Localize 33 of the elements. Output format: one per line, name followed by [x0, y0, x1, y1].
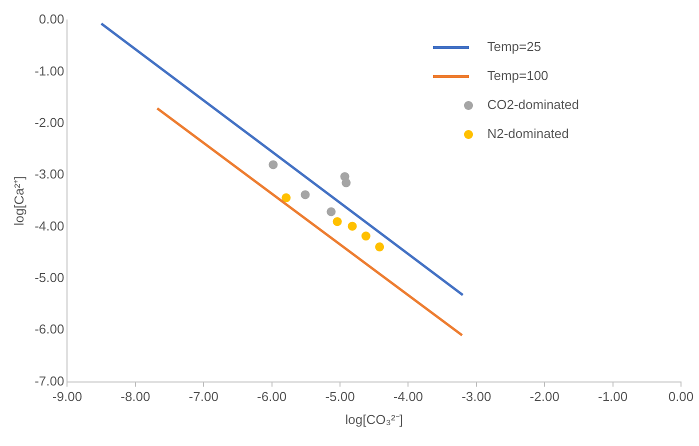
- point: [342, 178, 351, 188]
- legend-label: CO2-dominated: [487, 97, 579, 112]
- y-axis-title: log[Ca²⁺]: [11, 176, 26, 226]
- point: [348, 222, 357, 231]
- x-tick-label: 0.00: [668, 389, 694, 404]
- x-tick-label: -3.00: [462, 389, 492, 404]
- point: [326, 207, 336, 216]
- legend-label: Temp=100: [487, 68, 548, 83]
- point: [332, 217, 342, 226]
- point: [268, 160, 278, 170]
- point: [300, 190, 310, 200]
- legend-label: N2-dominated: [487, 126, 569, 141]
- x-tick-label: -9.00: [52, 389, 82, 404]
- x-tick-label: -8.00: [120, 389, 150, 404]
- y-tick-label: 0.00: [38, 12, 64, 27]
- point: [282, 193, 291, 202]
- point: [375, 242, 384, 252]
- y-tick-label: -6.00: [34, 322, 64, 337]
- y-tick-label: -2.00: [34, 114, 64, 130]
- y-tick-label: -5.00: [34, 270, 64, 286]
- x-tick-label: -6.00: [257, 389, 287, 404]
- y-tick-label: -3.00: [34, 166, 64, 182]
- point: [361, 232, 370, 241]
- y-tick-label: -1.00: [34, 63, 64, 78]
- x-axis-title: log[CO₃²⁻]: [345, 412, 403, 427]
- x-tick-label: -7.00: [188, 389, 218, 404]
- y-tick-label: -7.00: [34, 373, 64, 388]
- x-tick-label: -4.00: [393, 389, 424, 404]
- legend-label: Temp=25: [487, 39, 542, 54]
- y-tick-label: -4.00: [34, 218, 64, 234]
- x-tick-label: -5.00: [325, 389, 355, 404]
- x-tick-label: -2.00: [530, 389, 560, 404]
- x-tick-label: -1.00: [598, 389, 628, 404]
